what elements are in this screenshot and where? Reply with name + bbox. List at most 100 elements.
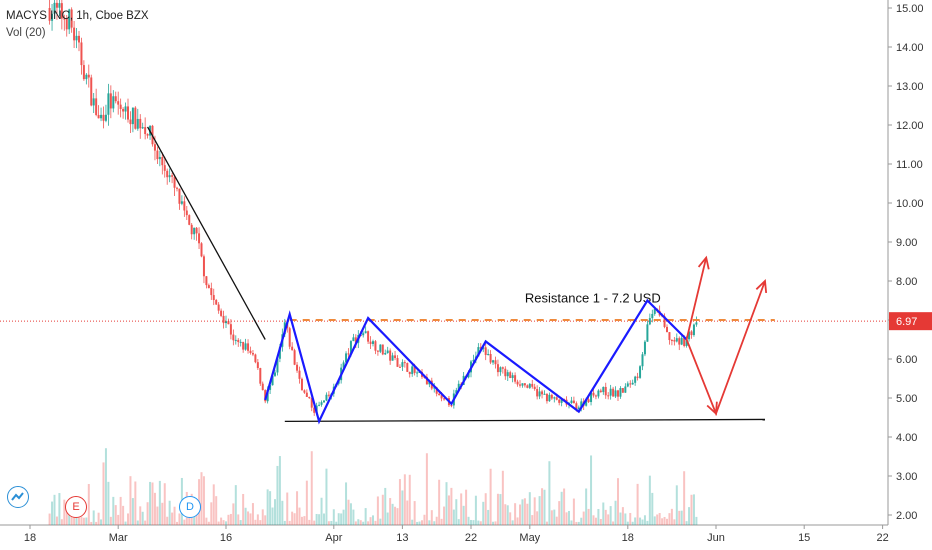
volume-bar xyxy=(112,496,115,525)
candle-body xyxy=(396,358,399,367)
candle-body xyxy=(523,383,526,386)
volume-bar xyxy=(102,462,105,525)
volume-bar xyxy=(489,468,492,525)
volume-bar xyxy=(472,520,475,525)
y-tick-label: 12.00 xyxy=(896,120,924,132)
volume-bar xyxy=(200,472,203,525)
candle-body xyxy=(114,96,117,102)
volume-bar xyxy=(531,515,534,525)
volume-bar xyxy=(384,487,387,525)
candle-body xyxy=(668,332,671,341)
candle-body xyxy=(484,347,487,356)
volume-bar xyxy=(636,483,639,525)
candle-body xyxy=(73,27,76,41)
candle-body xyxy=(134,107,137,129)
candle-body xyxy=(675,338,678,342)
volume-bar xyxy=(565,512,568,525)
candle-body xyxy=(220,310,223,316)
volume-bar xyxy=(626,521,629,525)
tradingview-logo-icon[interactable] xyxy=(7,486,29,508)
support-line xyxy=(284,418,766,423)
y-tick-label: 4.00 xyxy=(896,432,917,444)
volume-bar xyxy=(406,500,409,525)
volume-bar xyxy=(440,518,443,525)
volume-bar xyxy=(680,510,683,525)
volume-bar xyxy=(536,511,539,525)
volume-bar xyxy=(526,503,529,525)
candle-body xyxy=(511,375,514,378)
volume-bar xyxy=(266,489,269,525)
volume-bar xyxy=(374,520,377,525)
volume-bar xyxy=(577,521,580,525)
candle-body xyxy=(398,366,401,368)
candle-body xyxy=(369,341,372,344)
candle-body xyxy=(82,65,85,80)
candle-body xyxy=(261,383,264,391)
volume-bar xyxy=(291,511,294,525)
candle-body xyxy=(244,343,247,350)
volume-bar xyxy=(450,487,453,525)
candle-body xyxy=(303,390,306,393)
volume-bar xyxy=(612,521,615,525)
volume-bar xyxy=(264,515,267,525)
candle-body xyxy=(222,315,225,324)
candle-body xyxy=(296,364,299,371)
candle-body xyxy=(641,354,644,367)
candle-body xyxy=(305,392,308,397)
volume-bar xyxy=(232,503,235,525)
volume-bar xyxy=(423,514,426,525)
dividend-badge[interactable]: D xyxy=(179,496,201,518)
volume-bar xyxy=(455,499,458,525)
candle-body xyxy=(232,334,235,341)
volume-bar xyxy=(141,511,144,525)
earnings-badge[interactable]: E xyxy=(65,496,87,518)
candle-body xyxy=(104,114,107,121)
volume-bar xyxy=(545,521,548,525)
candle-body xyxy=(626,383,629,387)
volume-bar xyxy=(55,516,58,525)
volume-bar xyxy=(372,515,374,525)
candle-body xyxy=(450,405,453,407)
candle-body xyxy=(190,224,193,235)
volume-bar xyxy=(394,506,397,525)
volume-bar xyxy=(528,492,531,525)
candle-body xyxy=(217,304,220,311)
volume-bar xyxy=(369,517,372,525)
volume-bar xyxy=(470,519,472,525)
volume-bar xyxy=(327,521,330,525)
volume-bar xyxy=(663,516,666,525)
candle-body xyxy=(472,359,475,362)
candle-body xyxy=(349,341,352,354)
x-tick-label: Apr xyxy=(325,532,342,544)
candle-body xyxy=(247,343,250,351)
y-tick-label: 2.00 xyxy=(896,510,917,522)
volume-bar xyxy=(602,502,605,525)
candle-body xyxy=(536,389,539,397)
volume-bar xyxy=(541,488,544,525)
volume-bar xyxy=(621,507,624,525)
candle-body xyxy=(234,339,237,341)
candle-body xyxy=(298,370,301,379)
candle-body xyxy=(538,391,541,397)
volume-bar xyxy=(335,521,338,525)
candle-body xyxy=(504,368,507,377)
candle-body xyxy=(254,354,257,363)
volume-bar xyxy=(575,521,578,525)
volume-bar xyxy=(227,514,230,525)
candle-body xyxy=(259,368,262,384)
volume-bar xyxy=(555,516,558,525)
candle-body xyxy=(127,106,129,120)
volume-bar xyxy=(494,521,497,525)
candle-body xyxy=(607,395,610,397)
tradingview-logo-glyph xyxy=(11,492,24,501)
volume-bar xyxy=(300,516,303,525)
volume-bar xyxy=(516,517,519,525)
volume-bar xyxy=(435,516,438,525)
candle-body xyxy=(239,341,242,343)
candle-body xyxy=(87,74,90,78)
volume-bar xyxy=(305,480,308,525)
volume-bar xyxy=(670,508,673,525)
volume-bar xyxy=(274,499,276,525)
volume-bar xyxy=(60,519,63,525)
